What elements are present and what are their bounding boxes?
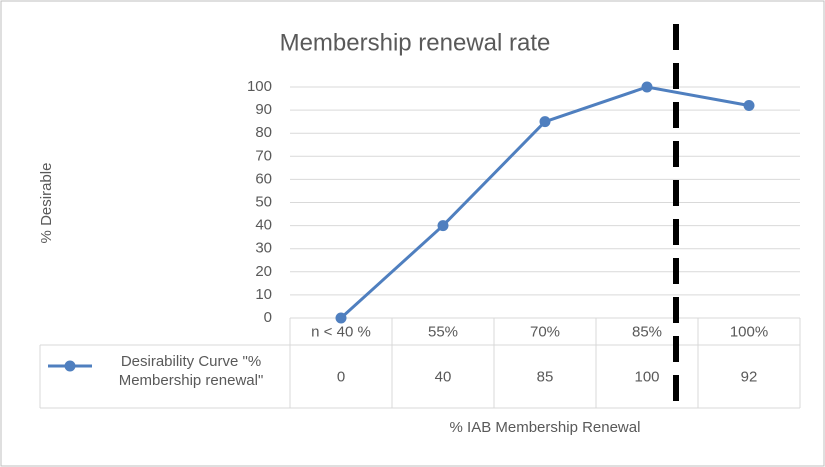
y-tick-label: 80 — [255, 124, 272, 141]
y-tick-label: 0 — [264, 309, 272, 326]
table-value: 0 — [337, 368, 345, 385]
plot: 0 10 20 30 40 50 60 70 80 90 100 n < 40 % 0 55% 40 70% 8… — [39, 78, 801, 409]
y-tick-label: 60 — [255, 170, 272, 187]
x-tick-label: 70% — [530, 323, 560, 340]
legend: Desirability Curve "% Membership renewal… — [118, 353, 264, 389]
y-tick-label: 20 — [255, 263, 272, 280]
chart-title: Membership renewal rate — [280, 29, 551, 56]
table-value: 100 — [634, 368, 659, 385]
table-value: 85 — [537, 368, 554, 385]
x-tick-label: 100% — [730, 323, 768, 340]
y-tick-label: 40 — [255, 217, 272, 234]
x-axis-label: % IAB Membership Renewal — [450, 419, 641, 436]
data-point — [335, 312, 347, 324]
x-tick-label: 55% — [428, 323, 458, 340]
y-tick-label: 10 — [255, 286, 272, 303]
data-point — [641, 81, 653, 93]
y-tick-label: 50 — [255, 193, 272, 210]
y-tick-label: 100 — [247, 78, 272, 95]
legend-marker — [64, 360, 76, 372]
data-point — [743, 99, 755, 111]
table-value: 92 — [741, 368, 758, 385]
y-tick-label: 90 — [255, 101, 272, 118]
data-point — [437, 220, 449, 232]
table-value: 40 — [435, 368, 452, 385]
y-tick-label: 70 — [255, 147, 272, 164]
legend-label: Desirability Curve "% Membership renewal… — [118, 353, 264, 389]
y-axis-label: % Desirable — [38, 163, 55, 244]
data-point — [539, 116, 551, 128]
x-tick-label: n < 40 % — [311, 323, 371, 340]
y-tick-label: 30 — [255, 240, 272, 257]
x-tick-label: 85% — [632, 323, 662, 340]
